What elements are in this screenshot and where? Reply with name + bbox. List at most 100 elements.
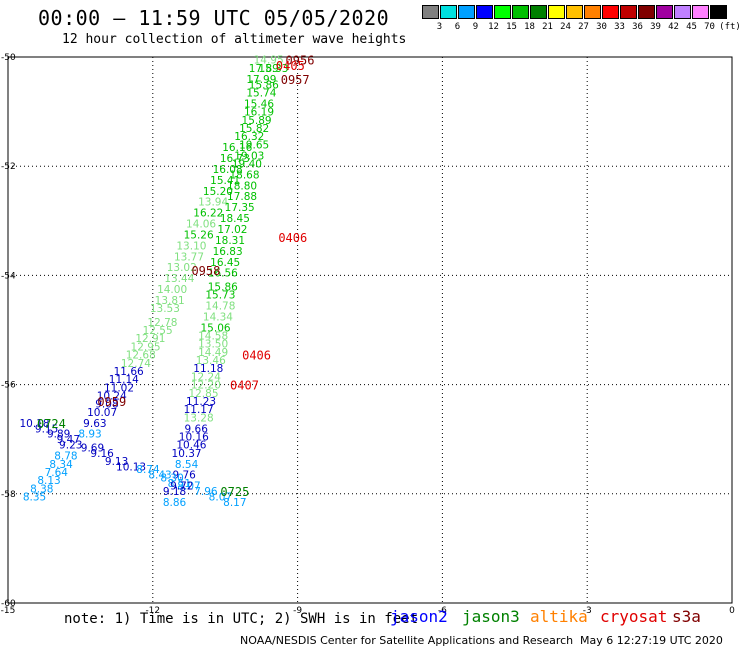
swh-data-label: 14.06	[186, 219, 216, 231]
swh-data-label: 10.07	[87, 407, 117, 419]
time-label: 0407	[230, 379, 259, 393]
swh-data-label: 15.46	[244, 98, 274, 110]
swh-data-label: 18.68	[229, 169, 259, 181]
swh-data-label: 17.89	[249, 63, 279, 75]
legend-swatch	[566, 5, 583, 19]
legend-label: 3	[436, 22, 443, 32]
legend-label: 27	[578, 22, 589, 32]
swh-data-label: 8.07	[209, 492, 232, 504]
swh-data-label: 13.94	[198, 197, 228, 209]
swh-data-label: 7.96	[194, 486, 218, 498]
legend-label: 24	[560, 22, 571, 32]
swh-data-label: 12.91	[135, 333, 165, 345]
swh-data-label: 16.16	[222, 142, 252, 154]
legend-swatch	[512, 5, 529, 19]
legend-label: 30	[596, 22, 607, 32]
swh-data-label: 14.34	[203, 311, 233, 323]
satellite-label-s3a: s3a	[672, 607, 701, 626]
legend-swatch	[584, 5, 601, 19]
swh-data-label: 17.02	[217, 224, 247, 236]
swh-data-label: 14.95	[254, 55, 284, 67]
swh-data-label: 11.14	[109, 374, 139, 386]
swh-data-label: 19.65	[239, 139, 269, 151]
swh-data-label: 11.66	[114, 366, 144, 378]
swh-data-label: 10.37	[172, 448, 202, 460]
y-tick-label: -50	[1, 53, 16, 63]
swh-data-label: 8.38	[30, 483, 53, 495]
swh-data-label: 14.49	[198, 347, 228, 359]
legend-label: 45	[686, 22, 697, 32]
swh-data-label: 19.40	[232, 158, 262, 170]
legend-swatch	[476, 5, 493, 19]
swh-data-label: 9.18	[163, 486, 186, 498]
swh-data-label: 8.51	[168, 478, 191, 490]
satellite-label-altika: altika	[530, 607, 588, 626]
swh-data-label: 15.86	[249, 79, 279, 91]
y-tick-label: -60	[1, 599, 16, 609]
legend-swatch	[458, 5, 475, 19]
swh-data-label: 9.15	[35, 423, 58, 435]
legend-swatch	[440, 5, 457, 19]
note-text: note: 1) Time is in UTC; 2) SWH is in fe…	[64, 611, 419, 627]
legend-label: 21	[542, 22, 553, 32]
swh-data-label: 15.86	[208, 281, 238, 293]
plot-frame	[7, 56, 733, 604]
credit-timestamp: May 6 12:27:19 UTC 2020	[580, 634, 723, 647]
swh-data-label: 9.89	[47, 429, 70, 441]
swh-data-label: 12.55	[143, 325, 173, 337]
swh-data-label: 12.85	[188, 388, 218, 400]
legend-label: 15	[506, 22, 517, 32]
satellite-label-cryosat: cryosat	[600, 607, 668, 626]
swh-data-label: 7.64	[45, 467, 69, 479]
swh-data-label: 11.17	[184, 404, 214, 416]
swh-data-label: 16.56	[208, 268, 238, 280]
swh-data-label: 17.99	[246, 74, 276, 86]
swh-data-label: 13.10	[176, 240, 206, 252]
legend-label: 18	[524, 22, 535, 32]
legend-unit: (ft)	[719, 22, 740, 32]
time-label: 0957	[281, 73, 310, 87]
swh-data-label: 9.69	[81, 442, 104, 454]
legend-swatch	[638, 5, 655, 19]
time-label: 0406	[242, 349, 271, 363]
swh-data-label: 13.44	[164, 273, 194, 285]
swh-data-label: 16.73	[220, 153, 250, 165]
swh-data-label: 11.18	[193, 363, 223, 375]
time-label: 0406	[278, 231, 307, 245]
swh-data-label: 9.66	[185, 423, 209, 435]
swh-data-label: 16.83	[213, 246, 243, 258]
legend-swatch	[710, 5, 727, 19]
legend-label: 36	[632, 22, 643, 32]
swh-data-label: 14.78	[205, 300, 235, 312]
legend-label: 42	[668, 22, 679, 32]
swh-data-label: 16.22	[193, 208, 223, 220]
legend-swatch	[494, 5, 511, 19]
swh-data-label: 17.88	[227, 191, 257, 203]
swh-data-label: 8.35	[23, 492, 46, 504]
swh-data-label: 12.24	[191, 371, 221, 383]
time-label: 0405	[276, 59, 305, 73]
swh-data-label: 9.13	[105, 456, 128, 468]
swh-data-label: 15.26	[184, 229, 214, 241]
swh-data-label: 9.63	[83, 418, 106, 430]
chart-title: 00:00 – 11:59 UTC 05/05/2020	[38, 6, 390, 30]
legend-label: 39	[650, 22, 661, 32]
chart-subtitle: 12 hour collection of altimeter wave hei…	[62, 32, 407, 47]
legend-label: 12	[488, 22, 499, 32]
time-label: 0956	[286, 54, 315, 68]
swh-data-label: 9.47	[57, 434, 80, 446]
y-tick-label: -58	[1, 490, 16, 500]
x-tick-label: -9	[293, 606, 302, 616]
satellite-label-jason2: jason2	[390, 607, 448, 626]
swh-data-label: 8.07	[177, 481, 200, 493]
swh-data-label: 16.08	[213, 164, 243, 176]
time-label: 0958	[191, 264, 220, 278]
swh-data-label: 9.08	[95, 399, 118, 411]
swh-data-label: 12.78	[147, 317, 177, 329]
swh-data-label: 8.78	[54, 451, 77, 463]
swh-data-label: 19.03	[234, 150, 264, 162]
legend-swatch	[548, 5, 565, 19]
y-tick-label: -54	[1, 271, 16, 281]
swh-data-label: 8.93	[78, 429, 101, 441]
swh-data-label: 13.50	[198, 339, 228, 351]
